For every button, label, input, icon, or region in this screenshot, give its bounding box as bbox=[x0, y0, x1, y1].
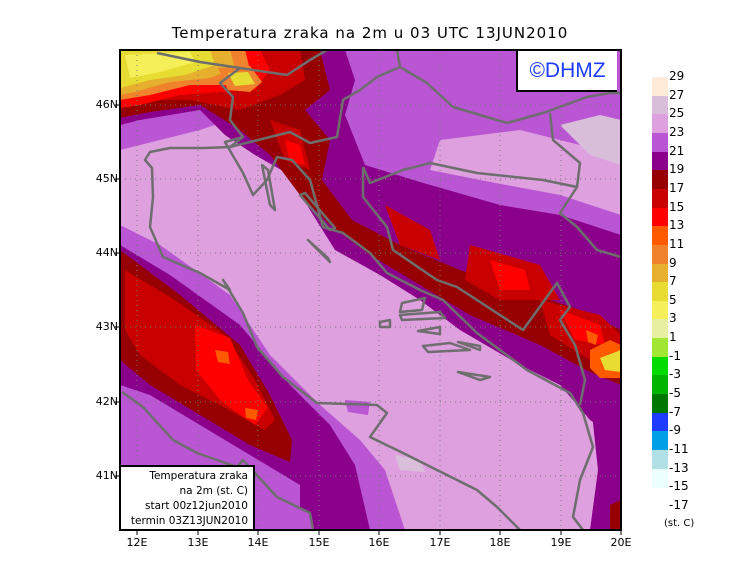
legend-label: 15 bbox=[669, 199, 685, 214]
y-tick-label: 43N bbox=[95, 320, 118, 333]
legend-color-box bbox=[652, 338, 668, 358]
info-line: termin 03Z13JUN2010 bbox=[130, 515, 248, 527]
legend-label: 17 bbox=[669, 180, 685, 195]
legend-label: 25 bbox=[669, 106, 685, 121]
legend-label: 11 bbox=[669, 236, 685, 251]
legend-label: 7 bbox=[669, 274, 677, 289]
legend-unit: (st. C) bbox=[664, 518, 695, 529]
y-tick-label: 44N bbox=[95, 246, 118, 259]
legend-label: 3 bbox=[669, 311, 677, 326]
legend-color-box bbox=[652, 95, 668, 115]
map-title: Temperatura zraka na 2m u 03 UTC 13JUN20… bbox=[171, 24, 569, 42]
x-tick-label: 17E bbox=[429, 536, 451, 549]
legend-label: -17 bbox=[669, 497, 689, 512]
legend-label: -13 bbox=[669, 460, 689, 475]
legend-label: -9 bbox=[669, 423, 681, 438]
x-tick-label: 18E bbox=[489, 536, 511, 549]
legend-label: 23 bbox=[669, 124, 685, 139]
legend-color-box bbox=[652, 170, 668, 190]
legend-color-box bbox=[652, 375, 668, 395]
legend-label: 9 bbox=[669, 255, 677, 270]
y-tick-label: 46N bbox=[95, 98, 118, 111]
legend-label: -15 bbox=[669, 479, 689, 494]
legend-color-box bbox=[652, 188, 668, 209]
legend-color-box bbox=[652, 300, 668, 320]
legend-label: -7 bbox=[669, 404, 681, 419]
legend-label: 1 bbox=[669, 330, 677, 345]
y-tick-label: 42N bbox=[95, 395, 118, 408]
legend-color-box bbox=[652, 319, 668, 339]
x-tick-label: 14E bbox=[247, 536, 269, 549]
map-frame bbox=[119, 49, 622, 531]
legend-label: -11 bbox=[669, 442, 689, 456]
legend-label: 13 bbox=[669, 218, 685, 233]
legend-color-box bbox=[652, 394, 668, 414]
legend-color-box bbox=[652, 356, 668, 376]
legend-color-box bbox=[652, 468, 668, 488]
legend-color-box bbox=[652, 226, 668, 246]
coastlines-borders bbox=[121, 50, 621, 530]
legend-label: -5 bbox=[669, 386, 681, 401]
legend-color-box bbox=[652, 244, 668, 264]
legend-color-box bbox=[652, 151, 668, 171]
x-tick-label: 15E bbox=[308, 536, 330, 549]
legend-color-box bbox=[652, 114, 668, 134]
x-tick-label: 16E bbox=[368, 536, 390, 549]
legend-label: 29 bbox=[669, 69, 685, 83]
legend-color-box bbox=[652, 263, 668, 283]
legend-color-box bbox=[652, 282, 668, 302]
temperature-field bbox=[120, 50, 621, 530]
legend-color-box bbox=[652, 132, 668, 153]
y-tick-label: 45N bbox=[95, 172, 118, 185]
legend-label: 21 bbox=[669, 143, 685, 158]
x-tick-label: 20E bbox=[610, 536, 632, 549]
info-line: Temperatura zraka bbox=[149, 470, 248, 482]
dhmz-watermark: ©DHMZ bbox=[516, 51, 617, 92]
legend-label: -3 bbox=[669, 367, 681, 382]
legend-color-box bbox=[652, 450, 668, 470]
x-tick-label: 19E bbox=[550, 536, 572, 549]
legend-label: 5 bbox=[669, 292, 677, 307]
legend-color-box bbox=[652, 77, 668, 97]
legend-label: 27 bbox=[669, 87, 685, 102]
x-tick-label: 13E bbox=[187, 536, 209, 549]
info-box: Temperatura zraka na 2m (st. C) start 00… bbox=[121, 465, 255, 529]
legend-color-box bbox=[652, 207, 668, 227]
y-tick-label: 41N bbox=[95, 469, 118, 482]
x-tick-label: 12E bbox=[126, 536, 148, 549]
info-line: start 00z12jun2010 bbox=[145, 500, 248, 512]
axis-ticks bbox=[115, 104, 622, 535]
legend-color-box bbox=[652, 412, 668, 432]
info-line: na 2m (st. C) bbox=[179, 485, 248, 497]
legend-color-box bbox=[652, 431, 668, 451]
legend-label: 19 bbox=[669, 162, 685, 177]
legend-label: -1 bbox=[669, 348, 681, 363]
